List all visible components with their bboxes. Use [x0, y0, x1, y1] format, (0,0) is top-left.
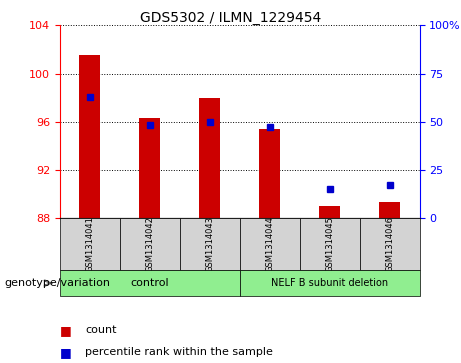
Text: GSM1314042: GSM1314042 — [145, 216, 154, 272]
Text: GSM1314045: GSM1314045 — [325, 216, 334, 272]
Text: GDS5302 / ILMN_1229454: GDS5302 / ILMN_1229454 — [140, 11, 321, 25]
Text: control: control — [130, 278, 169, 288]
Text: ■: ■ — [60, 324, 71, 337]
Bar — [199, 98, 220, 218]
Text: GSM1314046: GSM1314046 — [385, 216, 394, 272]
Bar — [240, 270, 420, 296]
Text: NELF B subunit deletion: NELF B subunit deletion — [271, 278, 388, 288]
Text: percentile rank within the sample: percentile rank within the sample — [85, 347, 273, 357]
Bar — [240, 218, 300, 270]
Text: count: count — [85, 325, 117, 335]
Bar — [60, 218, 120, 270]
Bar — [60, 270, 240, 296]
Bar — [360, 218, 420, 270]
Text: GSM1314043: GSM1314043 — [205, 216, 214, 272]
Bar — [319, 206, 340, 218]
Text: GSM1314041: GSM1314041 — [85, 216, 95, 272]
Bar — [379, 202, 400, 218]
Text: GSM1314044: GSM1314044 — [265, 216, 274, 272]
Text: genotype/variation: genotype/variation — [5, 278, 111, 288]
Bar — [120, 218, 180, 270]
Bar — [139, 118, 160, 218]
Bar — [79, 56, 100, 218]
Text: ■: ■ — [60, 346, 71, 359]
Bar — [180, 218, 240, 270]
Bar — [259, 129, 280, 218]
Bar — [300, 218, 360, 270]
